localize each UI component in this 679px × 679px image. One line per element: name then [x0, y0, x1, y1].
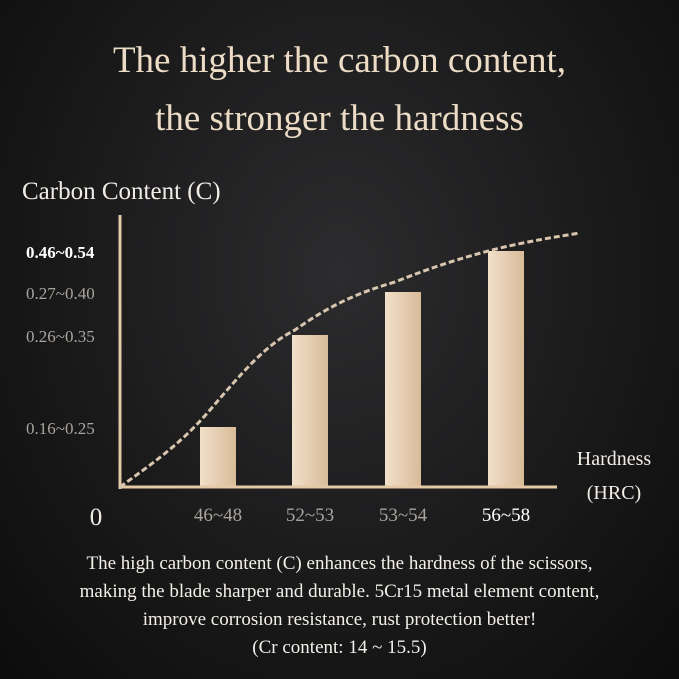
- bar-56~58: [488, 251, 524, 487]
- y-tick-label: 0.26~0.35: [26, 327, 95, 346]
- bar-46~48: [200, 427, 236, 487]
- title-line-1: The higher the carbon content,: [112, 40, 567, 81]
- title-line-2: the stronger the hardness: [155, 98, 524, 139]
- origin-label: 0: [90, 504, 103, 531]
- bar-52~53: [292, 335, 328, 487]
- y-tick-label: 0.27~0.40: [26, 284, 95, 303]
- y-axis-label: Carbon Content (C): [22, 178, 221, 205]
- y-tick-label: 0.16~0.25: [26, 419, 95, 438]
- x-axis-label: Hardness: [577, 448, 652, 470]
- caption-line: The high carbon content (C) enhances the…: [86, 553, 593, 574]
- x-axis-label-unit: (HRC): [587, 482, 641, 504]
- x-tick-label: 52~53: [286, 505, 334, 526]
- caption-line: making the blade sharper and durable. 5C…: [79, 581, 600, 602]
- caption-line: improve corrosion resistance, rust prote…: [142, 609, 537, 630]
- x-tick-label: 46~48: [194, 505, 242, 526]
- bar-53~54: [385, 292, 421, 487]
- x-tick-label: 56~58: [482, 505, 530, 526]
- caption-line: (Cr content: 14 ~ 15.5): [252, 637, 427, 658]
- x-tick-label: 53~54: [379, 505, 428, 526]
- caption: The high carbon content (C) enhances the…: [0, 550, 679, 662]
- trend-line: [119, 231, 581, 489]
- y-tick-label: 0.46~0.54: [26, 243, 95, 262]
